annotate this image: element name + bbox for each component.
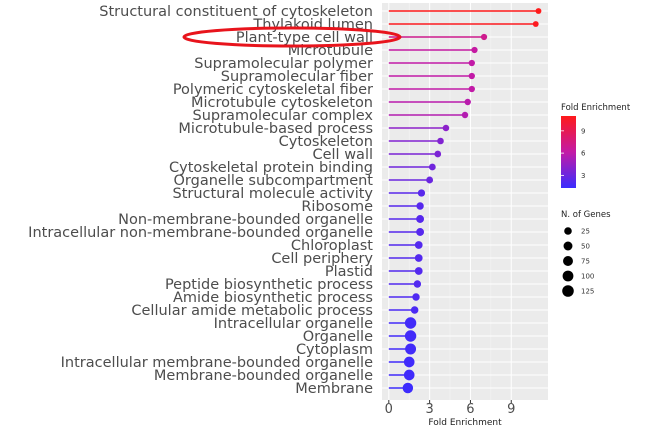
- category-label-9: Microtubule-based process: [178, 121, 373, 137]
- point-19: [414, 254, 423, 262]
- point-2: [480, 33, 488, 41]
- category-label-4: Supramolecular polymer: [194, 56, 373, 72]
- x-tick-label-1: 3: [425, 402, 433, 417]
- category-label-11: Cell wall: [312, 147, 373, 163]
- category-label-25: Organelle: [303, 329, 373, 345]
- point-11: [434, 150, 442, 158]
- category-label-14: Structural molecule activity: [173, 186, 374, 202]
- category-label-8: Supramolecular complex: [193, 108, 374, 124]
- point-26: [405, 343, 417, 355]
- size-legend-label-1: 50: [581, 243, 590, 251]
- size-legend-dot-0: [564, 227, 572, 235]
- point-18: [414, 241, 423, 249]
- category-label-7: Microtubule cytoskeleton: [191, 95, 373, 111]
- category-label-18: Chloroplast: [291, 238, 373, 254]
- point-25: [404, 330, 417, 342]
- size-legend-dot-3: [562, 270, 574, 282]
- point-23: [410, 306, 419, 314]
- point-15: [416, 202, 424, 210]
- point-24: [404, 317, 417, 329]
- point-9: [442, 124, 450, 132]
- color-legend-title: Fold Enrichment: [561, 103, 631, 113]
- size-legend: N. of Genes 25 50 75 100 125: [561, 210, 611, 297]
- category-label-17: Intracellular non-membrane-bounded organ…: [28, 225, 373, 241]
- color-legend: Fold Enrichment 3 6 9: [561, 103, 631, 188]
- x-tick-label-2: 6: [466, 402, 474, 417]
- point-16: [416, 215, 425, 223]
- x-axis: 0 3 6 9: [385, 400, 515, 417]
- color-legend-bar: [561, 116, 576, 188]
- category-label-29: Membrane: [295, 381, 373, 397]
- point-10: [437, 137, 444, 145]
- point-6: [468, 85, 475, 93]
- point-27: [403, 356, 415, 368]
- size-legend-items: 25 50 75 100 125: [562, 227, 594, 297]
- category-label-27: Intracellular membrane-bounded organelle: [61, 355, 373, 371]
- point-0: [535, 8, 542, 14]
- category-label-23: Cellular amide metabolic process: [131, 303, 373, 319]
- size-legend-label-0: 25: [581, 228, 590, 236]
- color-legend-tick-1: 6: [581, 150, 586, 158]
- category-label-15: Ribosome: [301, 199, 373, 215]
- category-label-5: Supramolecular fiber: [221, 69, 373, 85]
- color-legend-ticks: 3 6 9: [561, 127, 586, 180]
- category-label-2: Plant-type cell wall: [236, 30, 373, 46]
- category-label-22: Amide biosynthetic process: [173, 290, 373, 306]
- category-label-24: Intracellular organelle: [214, 316, 373, 332]
- size-legend-label-2: 75: [581, 258, 590, 266]
- point-12: [428, 163, 436, 171]
- point-29: [402, 382, 414, 394]
- point-5: [468, 72, 475, 80]
- point-21: [413, 280, 422, 288]
- point-22: [412, 293, 420, 301]
- point-4: [468, 59, 475, 67]
- point-8: [461, 111, 469, 119]
- marks-layer: [388, 8, 542, 394]
- category-label-26: Cytoplasm: [296, 342, 373, 358]
- point-17: [416, 228, 425, 236]
- category-label-13: Organelle subcompartment: [174, 173, 374, 189]
- point-13: [426, 176, 434, 184]
- size-legend-title: N. of Genes: [561, 210, 611, 220]
- category-label-12: Cytoskeletal protein binding: [169, 160, 373, 176]
- point-1: [532, 21, 539, 27]
- category-label-10: Cytoskeleton: [279, 134, 373, 150]
- point-7: [464, 98, 471, 106]
- x-tick-label-3: 9: [507, 402, 515, 417]
- highlight-ellipse: [182, 26, 402, 48]
- color-legend-tick-2: 9: [581, 127, 585, 135]
- category-label-0: Structural constituent of cytoskeleton: [99, 4, 373, 20]
- category-label-21: Peptide biosynthetic process: [165, 277, 373, 293]
- category-label-28: Membrane-bounded organelle: [154, 368, 373, 384]
- color-legend-tick-0: 3: [581, 172, 585, 180]
- category-label-16: Non-membrane-bounded organelle: [118, 212, 373, 228]
- category-labels: Structural constituent of cytoskeletonTh…: [28, 4, 373, 397]
- point-3: [471, 46, 478, 54]
- point-20: [414, 267, 423, 275]
- point-28: [403, 369, 415, 381]
- category-label-20: Plastid: [325, 264, 373, 280]
- x-axis-title: Fold Enrichment: [428, 418, 502, 428]
- size-legend-label-4: 125: [581, 288, 594, 296]
- size-legend-dot-4: [562, 285, 574, 297]
- size-legend-dot-1: [563, 241, 573, 251]
- category-label-19: Cell periphery: [271, 251, 373, 267]
- category-label-6: Polymeric cytoskeletal fiber: [173, 82, 373, 98]
- size-legend-label-3: 100: [581, 273, 594, 281]
- size-legend-dot-2: [563, 256, 573, 266]
- point-14: [417, 189, 426, 197]
- x-tick-label-0: 0: [385, 402, 393, 417]
